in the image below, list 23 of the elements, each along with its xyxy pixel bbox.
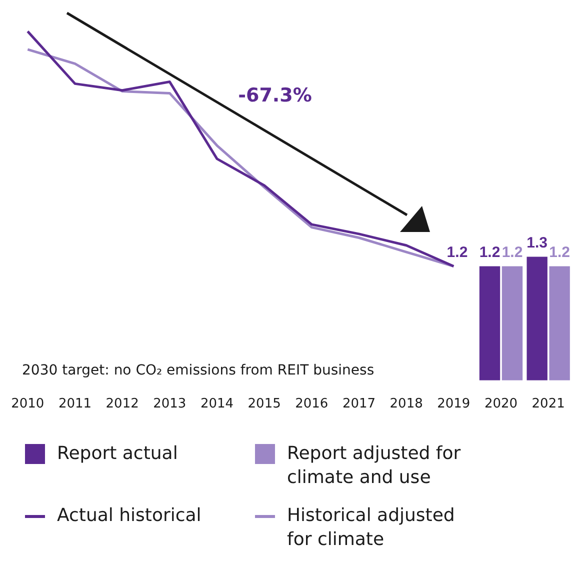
annotation: -67.3%	[238, 84, 312, 106]
x-tick-label: 2016	[295, 396, 328, 412]
x-tick-label: 2014	[200, 396, 234, 412]
data-label: 1.2	[502, 244, 523, 261]
legend-label: Report actual	[57, 442, 179, 466]
x-tick-label: 2018	[390, 396, 423, 412]
x-tick-label: 2015	[248, 396, 281, 412]
data-label: 1.2	[446, 244, 468, 261]
data-label: 1.2	[479, 244, 500, 261]
x-tick-label: 2010	[11, 396, 44, 412]
x-tick-label: 2011	[58, 396, 92, 412]
x-tick-label: 2017	[342, 396, 376, 412]
legend-label: Actual historical	[57, 504, 202, 528]
data-label: 1.3	[526, 234, 548, 252]
legend-label: Historical adjusted for climate	[287, 504, 456, 552]
x-tick-label: 2021	[532, 396, 565, 412]
annotation: 2030 target: no CO₂ emissions from REIT business	[22, 362, 374, 379]
x-tick-label: 2013	[153, 396, 186, 412]
x-tick-label: 2019	[437, 396, 470, 412]
x-tick-label: 2020	[484, 396, 518, 412]
x-tick-label: 2012	[106, 396, 139, 412]
legend-label: Report adjusted for climate and use	[287, 442, 462, 490]
data-label: 1.2	[549, 244, 570, 261]
